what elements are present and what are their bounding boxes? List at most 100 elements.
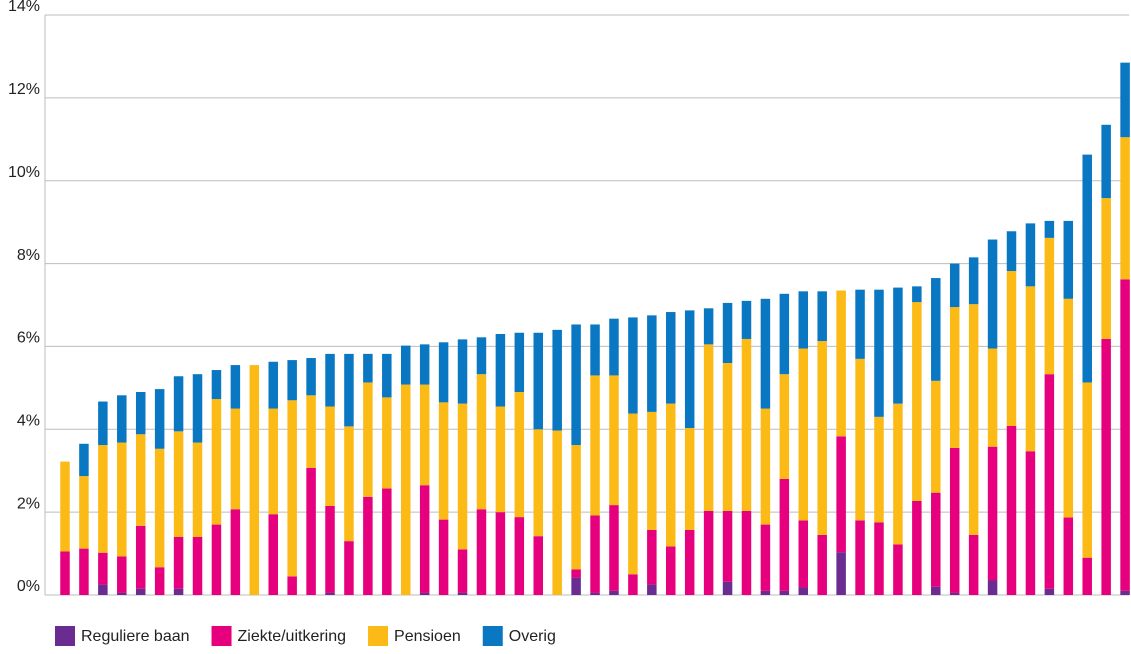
bar-segment <box>666 312 676 404</box>
bar-segment <box>135 392 146 435</box>
y-tick-label: 14% <box>8 0 40 15</box>
bar-segment <box>135 588 146 595</box>
bar-segment <box>249 365 260 595</box>
bar-segment <box>609 505 619 591</box>
bar-segment <box>476 337 487 375</box>
bar-segment <box>949 307 960 448</box>
bar-segment <box>533 536 543 595</box>
bar-segment <box>344 541 354 595</box>
bar-segment <box>684 529 695 595</box>
bar-segment <box>590 592 600 595</box>
y-tick-label: 2% <box>17 495 40 512</box>
y-tick-label: 6% <box>17 330 40 347</box>
bar-segment <box>1120 279 1130 591</box>
bar-segment <box>363 382 373 497</box>
bar-segment <box>722 302 733 363</box>
bar-segment <box>931 278 941 381</box>
bar-segment <box>760 408 771 525</box>
bar-segment <box>1082 557 1092 595</box>
bar-segment <box>192 374 203 443</box>
bar-segment <box>949 447 960 593</box>
bar-segment <box>306 358 316 396</box>
bar-segment <box>836 552 846 595</box>
bar-segment <box>931 380 941 493</box>
bar-segment <box>438 402 449 520</box>
bar-segment <box>173 537 184 589</box>
bar-segment <box>419 344 430 385</box>
bar-segment <box>628 413 638 575</box>
bar-segment <box>779 479 790 591</box>
bar-segment <box>382 397 392 489</box>
bar-segment <box>968 534 979 595</box>
bar-segment <box>98 552 108 585</box>
bar-segment <box>211 399 222 525</box>
bar-segment <box>382 488 392 595</box>
bar-segment <box>912 500 922 595</box>
bar-segment <box>571 324 581 446</box>
legend-swatch <box>211 626 232 646</box>
bar-segment <box>419 592 430 595</box>
bar-segment <box>760 524 771 591</box>
bar-segment <box>325 406 335 506</box>
bar-segment <box>722 363 733 511</box>
bar-segment <box>325 353 335 407</box>
bar-segment <box>931 586 941 595</box>
bar-segment <box>79 548 89 595</box>
bar-segment <box>306 467 316 595</box>
legend-swatch <box>482 626 503 646</box>
bar-segment <box>325 592 335 595</box>
bar-segment <box>628 317 638 414</box>
bar-segment <box>571 445 581 570</box>
bar-segment <box>192 537 203 595</box>
bar-segment <box>1101 198 1111 339</box>
bar-segment <box>495 334 506 407</box>
bar-segment <box>476 374 487 510</box>
bar-segment <box>230 509 241 595</box>
bar-segment <box>457 403 468 550</box>
bar-segment <box>949 263 960 308</box>
bar-segment <box>1025 223 1036 287</box>
bar-segment <box>912 286 922 303</box>
bar-segment <box>230 408 241 510</box>
bar-segment <box>287 576 297 595</box>
bar-segment <box>741 510 752 595</box>
bar-segment <box>817 341 827 535</box>
bar-segment <box>400 345 411 385</box>
y-tick-label: 8% <box>17 247 40 264</box>
bar-segment <box>874 416 884 523</box>
bar-segment <box>495 406 506 513</box>
bar-segment <box>779 293 790 375</box>
bar-segment <box>609 590 619 595</box>
y-tick-label: 12% <box>8 81 40 98</box>
bar-segment <box>912 302 922 501</box>
bar-segment <box>419 485 430 593</box>
bar-segment <box>1063 298 1074 518</box>
bar-segment <box>703 308 714 345</box>
bar-segment <box>893 403 903 545</box>
bar-segment <box>514 392 525 518</box>
bar-segment <box>60 461 70 552</box>
bar-segment <box>173 431 184 537</box>
legend-swatch <box>55 626 75 646</box>
bar-segment <box>363 496 373 595</box>
bar-segment <box>514 517 525 595</box>
bar-segment <box>760 298 771 409</box>
bar-segment <box>98 584 108 595</box>
bar-segment <box>117 395 127 443</box>
bar-segment <box>590 515 600 593</box>
bar-segment <box>590 375 600 516</box>
bar-segment <box>722 581 733 595</box>
bar-segment <box>287 400 297 577</box>
bar-segment <box>987 580 998 595</box>
bar-segment <box>968 257 979 305</box>
bar-segment <box>855 289 865 359</box>
bar-segment <box>1101 124 1111 199</box>
bar-segment <box>552 430 562 595</box>
bar-segment <box>874 522 884 595</box>
bar-segment <box>135 434 146 526</box>
legend-label: Overig <box>509 628 556 645</box>
bar-segment <box>552 329 562 431</box>
bar-segment <box>457 592 468 595</box>
bar-segment <box>571 569 581 578</box>
